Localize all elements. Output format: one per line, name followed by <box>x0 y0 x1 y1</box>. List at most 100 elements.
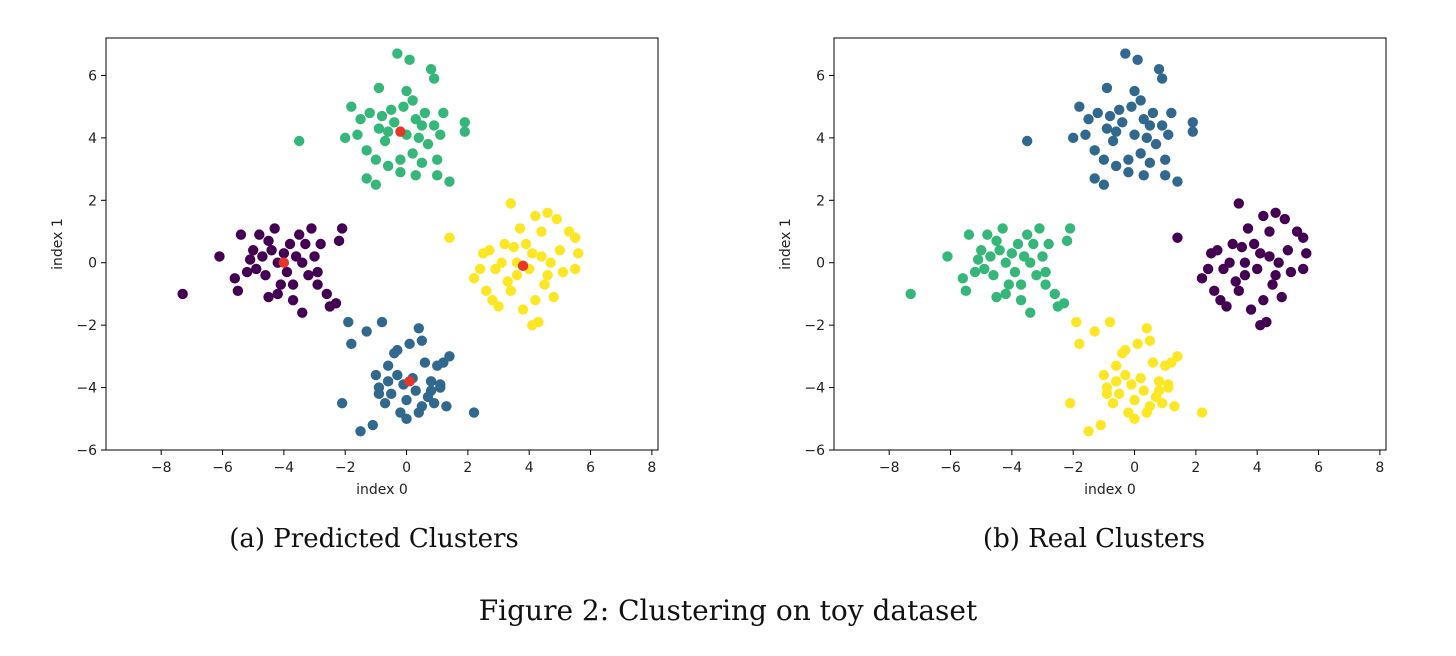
data-point <box>398 101 409 112</box>
data-point <box>1163 379 1174 390</box>
data-point <box>542 207 553 218</box>
data-point <box>1028 238 1039 250</box>
subcaption-a: (a) Predicted Clusters <box>229 524 519 554</box>
data-point <box>1261 316 1272 328</box>
data-point <box>493 301 504 312</box>
x-tick-label: 2 <box>463 460 472 476</box>
data-point <box>570 263 581 275</box>
y-tick-label: −6 <box>76 443 97 459</box>
data-point <box>287 279 299 290</box>
data-point <box>376 316 388 328</box>
data-point <box>272 288 283 300</box>
x-tick-label: 4 <box>1253 460 1262 476</box>
data-point <box>416 120 428 131</box>
x-tick-label: 6 <box>1314 460 1323 476</box>
data-point <box>251 263 262 275</box>
cluster-c0 <box>177 223 348 318</box>
data-point <box>1098 154 1110 165</box>
data-point <box>1064 223 1076 234</box>
data-point <box>419 107 431 119</box>
data-point <box>410 385 421 396</box>
data-point <box>1227 238 1238 250</box>
data-point <box>1153 64 1165 75</box>
data-point <box>361 145 372 156</box>
data-point <box>514 223 526 234</box>
data-point <box>1245 304 1257 315</box>
y-tick-label: −4 <box>76 381 97 397</box>
data-point <box>235 229 247 240</box>
data-point <box>312 266 323 278</box>
data-point <box>1043 238 1054 250</box>
data-point <box>1298 232 1309 243</box>
data-point <box>1022 135 1033 147</box>
data-point <box>1255 248 1266 259</box>
data-point <box>303 270 314 281</box>
cluster-c0 <box>905 223 1076 318</box>
data-point <box>1239 270 1251 281</box>
data-point <box>1153 385 1165 396</box>
data-point <box>263 291 274 303</box>
data-point <box>1098 369 1110 381</box>
data-point <box>392 344 403 356</box>
data-point <box>502 276 513 287</box>
plot-frame <box>833 37 1387 451</box>
data-point <box>444 176 455 187</box>
data-point <box>1110 126 1122 137</box>
data-point <box>1160 170 1171 181</box>
data-point <box>355 426 366 437</box>
y-tick-label: −2 <box>804 318 825 334</box>
data-point <box>416 157 428 169</box>
x-tick-label: −2 <box>1063 460 1084 476</box>
centroid-point <box>395 126 406 137</box>
data-point <box>395 167 406 178</box>
x-tick-label: −8 <box>879 460 900 476</box>
data-point <box>982 229 993 240</box>
data-point <box>419 357 431 368</box>
data-point <box>1267 279 1278 290</box>
data-point <box>1104 316 1116 328</box>
data-point <box>260 270 271 281</box>
data-point <box>1132 54 1143 66</box>
data-point <box>1126 379 1137 390</box>
y-tick-label: 0 <box>816 256 825 272</box>
data-point <box>1120 48 1131 59</box>
data-point <box>1089 326 1100 337</box>
data-point <box>1009 266 1021 278</box>
data-point <box>229 273 240 284</box>
data-point <box>355 113 366 125</box>
data-point <box>985 251 996 262</box>
data-point <box>1218 263 1229 275</box>
data-point <box>367 419 378 431</box>
data-point <box>942 251 953 262</box>
data-point <box>330 298 342 309</box>
data-point <box>1123 154 1134 165</box>
data-point <box>1006 248 1018 259</box>
data-point <box>244 254 256 265</box>
data-point <box>979 263 990 275</box>
data-point <box>336 223 348 234</box>
data-point <box>530 210 541 222</box>
cluster-c1 <box>336 316 480 437</box>
data-point <box>1156 397 1168 409</box>
y-tick-label: −2 <box>76 318 97 334</box>
data-point <box>988 270 999 281</box>
data-point <box>1236 241 1248 253</box>
data-point <box>297 307 308 318</box>
data-point <box>459 117 470 128</box>
data-point <box>401 413 412 424</box>
y-tick-label: 4 <box>816 131 825 147</box>
data-point <box>1104 110 1116 122</box>
data-point <box>1095 419 1106 431</box>
data-point <box>382 360 394 371</box>
data-point <box>459 126 470 137</box>
data-point <box>392 369 403 381</box>
data-point <box>1252 263 1263 275</box>
data-point <box>1107 397 1119 409</box>
data-point <box>1098 179 1110 190</box>
data-point <box>257 251 268 262</box>
data-point <box>548 291 559 303</box>
data-point <box>542 270 553 281</box>
y-tick-label: 0 <box>88 256 97 272</box>
data-point <box>1169 401 1180 412</box>
centroid-point <box>404 376 415 387</box>
